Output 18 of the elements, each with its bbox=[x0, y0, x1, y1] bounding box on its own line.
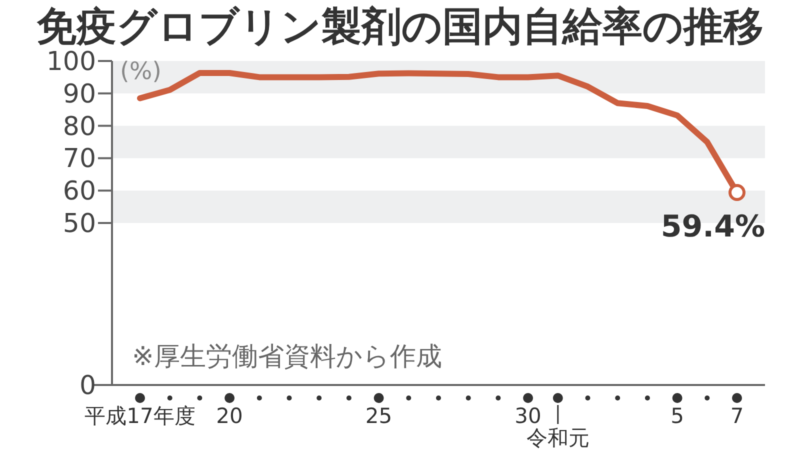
y-tick-label: 90 bbox=[62, 79, 96, 110]
x-tick-label: 25 bbox=[365, 404, 392, 428]
y-tick-label: 80 bbox=[62, 112, 96, 142]
y-tick-label: 70 bbox=[62, 144, 96, 174]
x-tick-label: 平成17年度 bbox=[84, 404, 196, 428]
y-tick-label: 100 bbox=[46, 47, 96, 77]
y-tick-label: 0 bbox=[79, 371, 96, 401]
x-tick-label: 30 bbox=[514, 404, 542, 428]
x-tick-label: 5 bbox=[670, 404, 684, 428]
x-tick-label: 令和元 bbox=[526, 426, 590, 450]
y-tick-label: 50 bbox=[62, 209, 96, 239]
y-axis-title: (%) bbox=[120, 57, 162, 85]
data-label: 59.4% bbox=[660, 210, 765, 245]
x-tick-label: 7 bbox=[730, 404, 744, 428]
x-tick-label: 20 bbox=[216, 404, 243, 428]
annotation: ※厚生労働省資料から作成 bbox=[132, 342, 442, 372]
y-tick-label: 60 bbox=[62, 176, 96, 207]
chart-title: 免疫グロブリン製剤の国内自給率の推移 bbox=[36, 4, 764, 50]
